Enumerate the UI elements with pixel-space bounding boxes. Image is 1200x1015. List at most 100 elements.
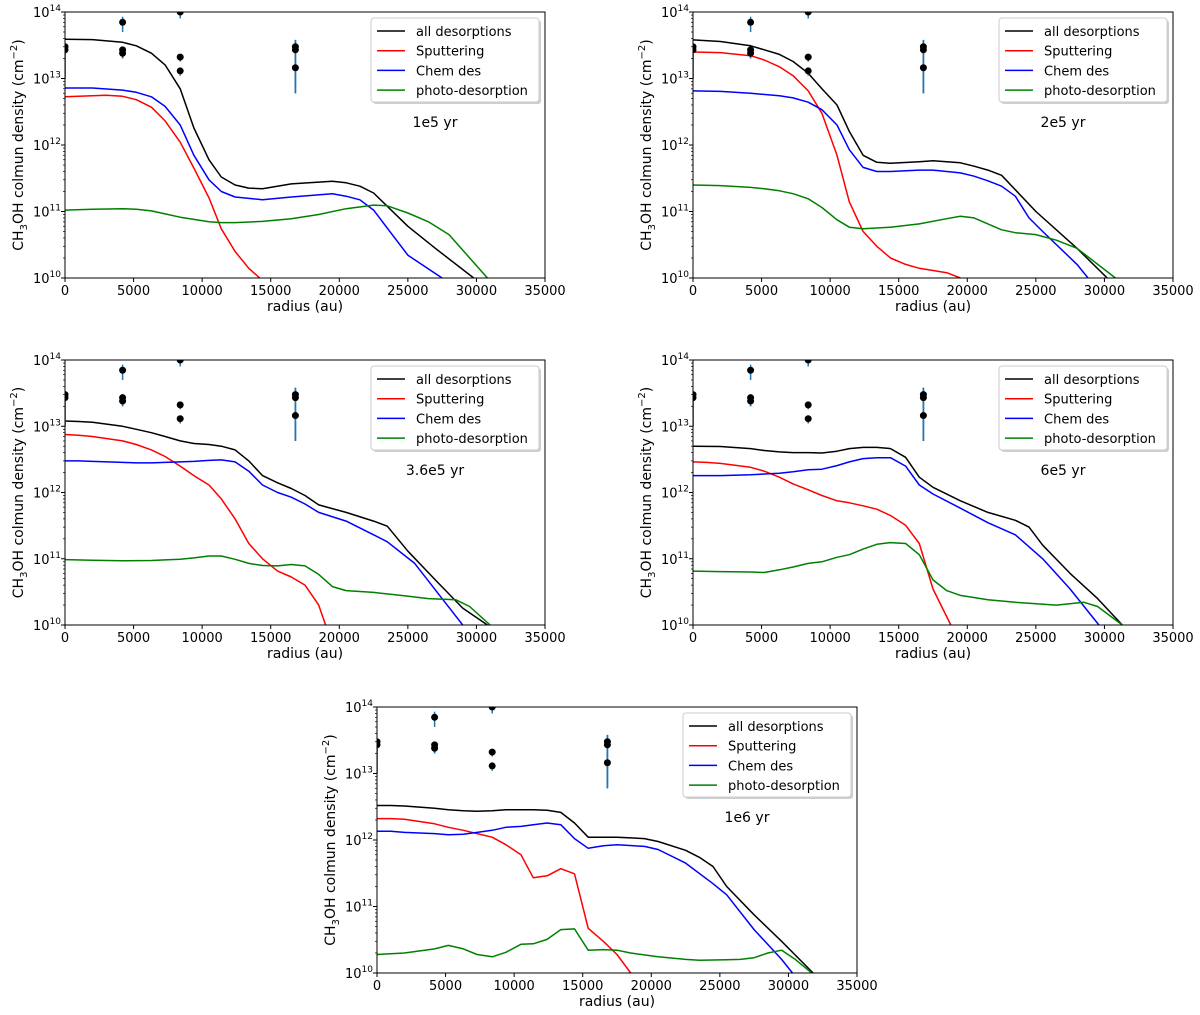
x-axis-label: radius (au) (267, 299, 343, 315)
observation-point (693, 46, 697, 54)
x-tick-label: 20000 (319, 631, 360, 646)
plot-area (65, 360, 491, 625)
time-annotation: 1e5 yr (413, 115, 458, 131)
series-line-photo-desorption (693, 184, 1116, 278)
y-axis-label: CH3OH colmun density (cm−2) (637, 387, 658, 598)
series-line-all-desorptions (65, 420, 488, 625)
legend-label: Sputtering (416, 393, 484, 408)
y-tick-label: 1010 (33, 617, 61, 634)
observation-point (804, 53, 812, 61)
x-tick-label: 35000 (836, 979, 877, 994)
x-axis-label: radius (au) (895, 646, 971, 662)
observation-point (804, 12, 812, 16)
observation-point (804, 67, 812, 75)
y-tick-label: 1011 (661, 204, 689, 221)
series-line-photo-desorption (65, 555, 491, 625)
y-axis-label: CH3OH colmun density (cm−2) (9, 387, 30, 598)
time-annotation: 2e5 yr (1041, 115, 1086, 131)
y-axis-label: CH3OH colmun density (cm−2) (637, 39, 658, 250)
time-annotation: 6e5 yr (1041, 463, 1086, 479)
observation-point (919, 394, 927, 402)
observation-point (488, 762, 496, 770)
legend-label: photo-desorption (1044, 84, 1156, 99)
x-tick-label: 15000 (878, 284, 919, 299)
series-line-photo-desorption (377, 928, 813, 973)
observation-point (747, 366, 755, 374)
observation-point (747, 397, 755, 405)
y-tick-label: 1014 (33, 352, 61, 369)
y-tick-label: 1012 (33, 485, 61, 502)
y-tick-label: 1011 (33, 204, 61, 221)
series-line-photo-desorption (65, 204, 488, 278)
observation-point (377, 741, 381, 749)
x-tick-label: 5000 (745, 284, 778, 299)
observation-point (804, 401, 812, 409)
legend-label: Sputtering (1044, 393, 1112, 408)
chart-panel-4: 0 5000 10000 15000 20000 25000 30000 35000 1010 1… (637, 352, 1194, 662)
observation-point (603, 759, 611, 767)
x-tick-label: 15000 (250, 284, 291, 299)
y-tick-label: 1013 (661, 71, 689, 88)
observation-point (119, 366, 127, 374)
legend-label: Chem des (728, 759, 793, 774)
y-axis-label: CH3OH colmun density (cm−2) (321, 734, 342, 945)
series-line-sputtering (377, 817, 632, 973)
y-tick-label: 1011 (661, 551, 689, 568)
x-tick-label: 15000 (250, 631, 291, 646)
x-tick-label: 30000 (768, 979, 809, 994)
observation-point (488, 707, 496, 711)
series-line-chem-des (377, 822, 794, 973)
x-tick-label: 0 (61, 284, 69, 299)
y-tick-label: 1012 (33, 137, 61, 154)
legend-box (998, 17, 1168, 103)
legend-label: all desorptions (1044, 373, 1140, 388)
legend-label: all desorptions (728, 720, 824, 735)
observation-point (291, 412, 299, 420)
legend-label: Sputtering (728, 740, 796, 755)
legend: all desorptions Sputtering Chem des photo-d… (370, 365, 540, 451)
legend-label: photo-desorption (416, 432, 528, 447)
legend-label: all desorptions (1044, 25, 1140, 40)
axes-frame (692, 11, 1174, 279)
x-tick-label: 15000 (878, 631, 919, 646)
x-tick-label: 25000 (387, 631, 428, 646)
legend-box (370, 365, 540, 451)
y-tick-label: 1013 (33, 71, 61, 88)
legend-label: Sputtering (416, 45, 484, 60)
legend-box (370, 17, 540, 103)
x-tick-label: 25000 (1015, 284, 1056, 299)
legend-label: Chem des (1044, 64, 1109, 79)
plot-area (65, 12, 488, 278)
legend-box (682, 712, 852, 798)
x-tick-label: 30000 (456, 284, 497, 299)
observation-point (919, 64, 927, 72)
chart-panel-2: 0 5000 10000 15000 20000 25000 30000 35000 1010 1… (637, 4, 1194, 315)
legend: all desorptions Sputtering Chem des photo-d… (998, 17, 1168, 103)
x-tick-label: 0 (61, 631, 69, 646)
series-line-all-desorptions (693, 39, 1108, 278)
x-tick-label: 10000 (493, 979, 534, 994)
time-annotation: 1e6 yr (725, 810, 770, 826)
x-tick-label: 30000 (1084, 284, 1125, 299)
x-tick-label: 5000 (117, 631, 150, 646)
x-tick-label: 5000 (745, 631, 778, 646)
x-tick-label: 25000 (699, 979, 740, 994)
x-tick-label: 5000 (117, 284, 150, 299)
legend-label: Chem des (1044, 412, 1109, 427)
chart-panel-3: 0 5000 10000 15000 20000 25000 30000 35000 1010 1… (9, 352, 566, 662)
y-tick-label: 1012 (345, 832, 373, 849)
x-tick-label: 25000 (387, 284, 428, 299)
observation-point (804, 360, 812, 364)
y-tick-label: 1013 (33, 418, 61, 435)
x-tick-label: 10000 (181, 631, 222, 646)
legend-box (998, 365, 1168, 451)
legend-label: all desorptions (416, 373, 512, 388)
x-tick-label: 10000 (809, 631, 850, 646)
axes-frame (376, 706, 858, 974)
observation-point (693, 394, 697, 402)
observation-point (176, 401, 184, 409)
chart-panel-5: 0 5000 10000 15000 20000 25000 30000 35000 1010 1… (321, 699, 878, 1010)
series-line-sputtering (65, 433, 327, 625)
observation-point (488, 748, 496, 756)
